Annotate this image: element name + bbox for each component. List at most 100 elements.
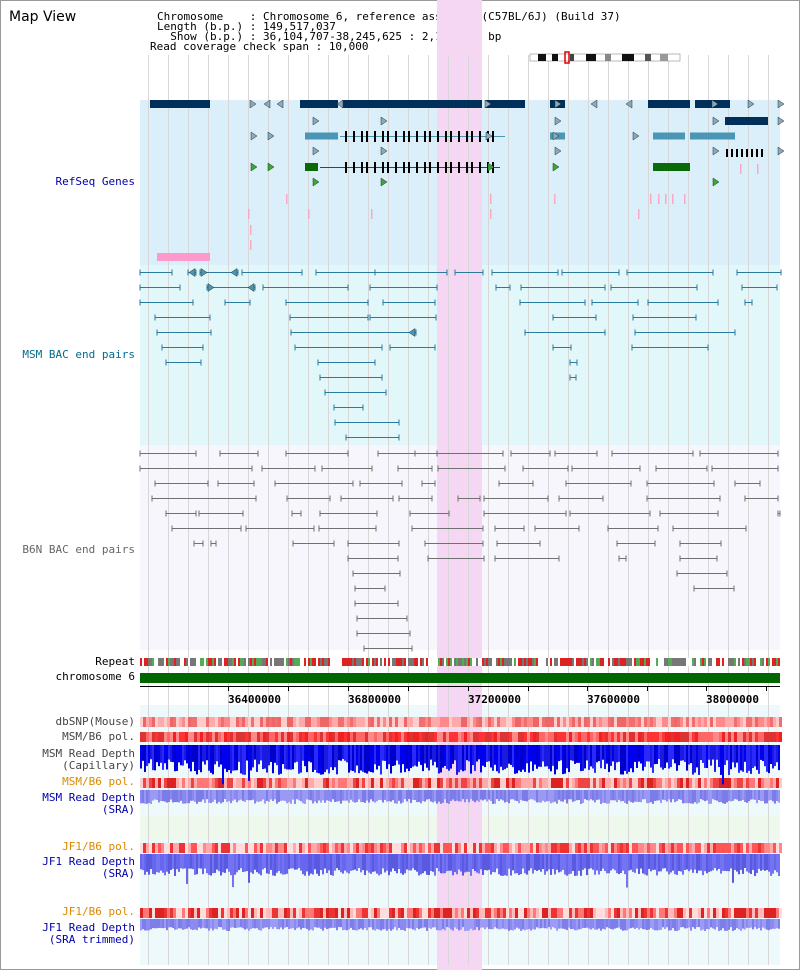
refseq-arrow (380, 177, 388, 187)
repeat-feature (490, 658, 492, 666)
repeat-feature (760, 658, 762, 666)
jf1-read-depth-sra-bar (418, 854, 420, 876)
msm-b6-pol-strip (269, 732, 272, 742)
refseq-exon (387, 162, 389, 173)
repeat-feature (506, 658, 508, 666)
dbsnp-strip (776, 717, 779, 727)
dbsnp-strip (284, 717, 287, 727)
msm-read-depth-sra-bar (522, 790, 524, 801)
msm-b6-pol-strip (527, 732, 530, 742)
msm-read-depth-capillary-bar (550, 745, 552, 772)
msm-read-depth-capillary-bar (588, 745, 590, 770)
msm-b6-pol-strip (617, 778, 620, 788)
repeat-feature (716, 658, 718, 666)
msm-read-depth-capillary-bar (710, 745, 712, 766)
jf1-read-depth-sra-bar (408, 854, 410, 871)
jf1-b6-pol-strip (149, 843, 152, 853)
jf1-read-depth-sra-bar (726, 854, 728, 872)
jf1-read-depth-trimmed-bar (754, 919, 756, 928)
msm-read-depth-sra-bar (334, 790, 336, 802)
refseq-exon (756, 149, 758, 157)
jf1-b6-pol-strip (218, 908, 221, 918)
msm-read-depth-capillary-bar (402, 745, 404, 765)
refseq-arrow (712, 177, 720, 187)
repeat-feature (404, 658, 406, 666)
msm-read-depth-capillary-bar (404, 745, 406, 773)
jf1-read-depth-sra-bar (592, 854, 594, 870)
msm-b6-pol-strip (746, 732, 749, 742)
repeat-feature (456, 658, 458, 666)
refseq-exon (366, 131, 368, 142)
jf1-b6-pol-strip (602, 843, 605, 853)
jf1-read-depth-trimmed-bar (676, 919, 678, 931)
msm-read-depth-capillary-bar (624, 745, 626, 771)
msm-read-depth-capillary-bar (286, 745, 288, 770)
dbsnp-strip (485, 717, 488, 727)
refseq-arrow (777, 146, 785, 156)
msm-read-depth-sra-bar (700, 790, 702, 800)
msm-read-depth-capillary-bar (440, 745, 442, 773)
jf1-read-depth-sra-bar (288, 854, 290, 870)
msm-read-depth-sra-bar (554, 790, 556, 802)
msm-read-depth-sra-bar (154, 790, 156, 800)
jf1-b6-pol-strip (533, 908, 536, 918)
msm-read-depth-capillary-bar (712, 745, 714, 760)
msm-b6-pol-strip (362, 778, 365, 788)
jf1-read-depth-sra-bar (326, 854, 328, 874)
msm-read-depth-sra-bar (558, 790, 560, 800)
msm-b6-pol-strip (227, 732, 230, 742)
refseq-arrow (267, 162, 275, 172)
dbsnp-strip (647, 717, 650, 727)
msm-read-depth-capillary-bar (638, 745, 640, 762)
track-label-msm-read-depth-cap-sub: (Capillary) (62, 759, 135, 772)
msm-read-depth-capillary-bar (680, 745, 682, 761)
repeat-feature (730, 658, 732, 666)
jf1-read-depth-sra-bar (724, 854, 726, 871)
jf1-read-depth-trimmed-bar (226, 919, 228, 931)
msm-read-depth-capillary-bar (336, 745, 338, 775)
msm-read-depth-capillary-bar (516, 745, 518, 774)
jf1-read-depth-sra-bar (690, 854, 692, 870)
refseq-snp-mark (650, 194, 652, 204)
msm-b6-pol-strip (257, 732, 260, 742)
repeat-feature (210, 658, 212, 666)
msm-read-depth-sra-bar (768, 790, 770, 801)
refseq-exon (479, 162, 481, 173)
jf1-read-depth-sra-bar (488, 854, 490, 870)
jf1-b6-pol-strip (596, 843, 599, 853)
msm-read-depth-capillary-bar (324, 745, 326, 773)
track-label-msm-bac[interactable]: MSM BAC end pairs (22, 348, 135, 361)
jf1-read-depth-trimmed-bar (188, 919, 190, 928)
track-label-refseq[interactable]: RefSeq Genes (55, 175, 135, 188)
refseq-arrow (250, 131, 258, 141)
jf1-b6-pol-strip (371, 843, 374, 853)
refseq-arrow (263, 99, 271, 109)
repeat-feature (406, 658, 408, 666)
repeat-feature (468, 658, 470, 666)
jf1-b6-pol-strip (698, 843, 701, 853)
dbsnp-strip (419, 717, 422, 727)
refseq-snp-mark (665, 194, 667, 204)
msm-read-depth-sra-bar (452, 790, 454, 800)
jf1-b6-pol-strip (140, 908, 143, 918)
repeat-feature (476, 658, 478, 666)
dbsnp-strip (512, 717, 515, 727)
msm-read-depth-sra-bar (248, 790, 250, 801)
jf1-read-depth-trimmed-bar (510, 919, 512, 930)
jf1-b6-pol-strip (776, 908, 779, 918)
msm-read-depth-capillary-bar (448, 745, 450, 771)
ideogram-band (645, 54, 651, 61)
repeat-feature (394, 658, 396, 666)
track-label-b6n-bac[interactable]: B6N BAC end pairs (22, 543, 135, 556)
msm-b6-pol-strip (197, 778, 200, 788)
jf1-b6-pol-strip (686, 908, 689, 918)
repeat-feature (190, 658, 192, 666)
jf1-read-depth-trimmed-bar (352, 919, 354, 930)
repeat-feature (550, 658, 552, 666)
repeat-feature (434, 658, 436, 666)
dbsnp-strip (395, 717, 398, 727)
dbsnp-strip (518, 717, 521, 727)
msm-b6-pol-strip (197, 732, 200, 742)
repeat-feature (606, 658, 608, 666)
